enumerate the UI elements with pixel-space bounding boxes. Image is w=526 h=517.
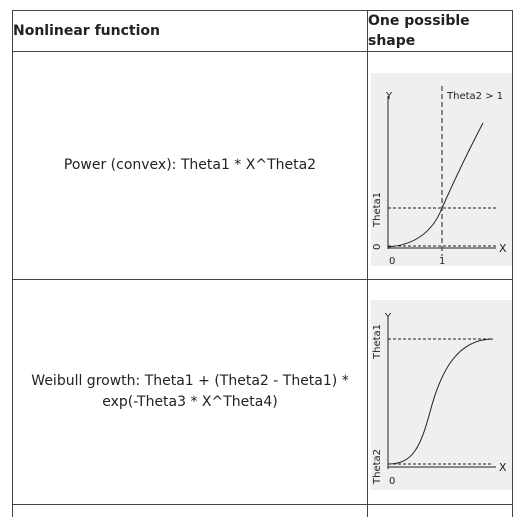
- x-zero-label: 0: [389, 256, 395, 266]
- x-one-label: 1: [439, 256, 445, 266]
- x-axis-label: X: [499, 242, 507, 255]
- header-row: Nonlinear function One possible shape: [13, 11, 513, 52]
- header-one-possible-shape: One possible shape: [368, 11, 513, 52]
- function-text-weibull-line1: Weibull growth: Theta1 + (Theta2 - Theta…: [13, 371, 367, 392]
- weibull-growth-plot: Y X Theta1 Theta2 0: [368, 294, 512, 490]
- power-convex-plot: Y Theta2 > 1 X Theta1 0 0 1: [368, 66, 512, 266]
- function-cell: Power (convex): Theta1 * X^Theta2: [13, 52, 368, 280]
- condition-label: Theta2 > 1: [446, 91, 503, 102]
- y-axis-label: Y: [385, 91, 393, 102]
- function-text-power: Power (convex): Theta1 * X^Theta2: [64, 157, 316, 173]
- x-zero-label: 0: [389, 476, 395, 487]
- table-row-partial: [13, 505, 513, 517]
- x-axis-label: X: [499, 461, 507, 474]
- table-row: Power (convex): Theta1 * X^Theta2 Y Thet…: [13, 52, 513, 280]
- function-cell: Weibull growth: Theta1 + (Theta2 - Theta…: [13, 280, 368, 505]
- shape-cell: Y Theta2 > 1 X Theta1 0 0 1: [368, 52, 513, 280]
- function-cell: [13, 505, 368, 517]
- table-row: Weibull growth: Theta1 + (Theta2 - Theta…: [13, 280, 513, 505]
- shape-cell: Y X Theta1 Theta2 0: [368, 280, 513, 505]
- plot-background: [371, 300, 512, 490]
- shape-cell: [368, 505, 513, 517]
- y-zero-label: 0: [372, 243, 383, 249]
- nonlinear-functions-table: Nonlinear function One possible shape Po…: [12, 10, 513, 517]
- header-nonlinear-function: Nonlinear function: [13, 11, 368, 52]
- function-text-weibull-line2: exp(-Theta3 * X^Theta4): [13, 392, 367, 413]
- theta1-label: Theta1: [372, 324, 383, 360]
- theta1-label: Theta1: [372, 191, 383, 227]
- theta2-label: Theta2: [372, 449, 383, 485]
- y-axis-label: Y: [384, 312, 392, 323]
